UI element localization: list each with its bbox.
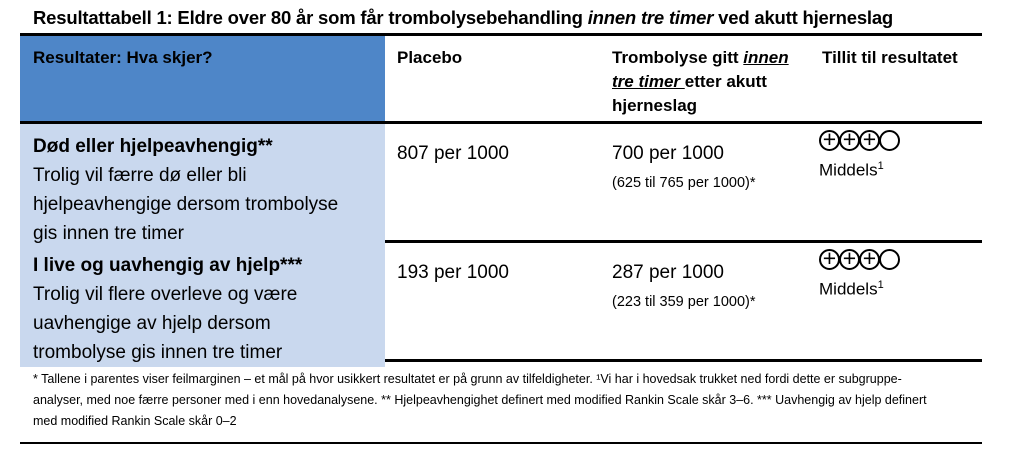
outcome-cell: I live og uavhengig av hjelp*** Trolig v… bbox=[20, 243, 385, 367]
header-intervention-prefix: Trombolyse gitt bbox=[612, 48, 744, 67]
intervention-value: 287 per 1000 bbox=[612, 262, 724, 283]
confidence-rating-cell: + + + Middels1 bbox=[810, 243, 982, 367]
results-table: Resultater: Hva skjer? Placebo Trombolys… bbox=[20, 33, 982, 444]
outcome-description-line: Trolig vil færre dø eller bli bbox=[33, 165, 247, 186]
page-title: Resultattabell 1: Eldre over 80 år som f… bbox=[33, 7, 893, 29]
grade-circle-plus-icon: + bbox=[819, 128, 840, 151]
rating-label: Middels1 bbox=[819, 279, 974, 300]
intervention-confidence-interval: (625 til 765 per 1000)* bbox=[612, 175, 756, 191]
outcome-heading: Død eller hjelpeavhengig** bbox=[33, 136, 273, 157]
table-row-death-or-dependency: Død eller hjelpeavhengig** Trolig vil fæ… bbox=[20, 124, 982, 248]
table-header-row: Resultater: Hva skjer? Placebo Trombolys… bbox=[20, 36, 982, 124]
grade-circle-plus-icon: + bbox=[839, 128, 860, 151]
placebo-value: 193 per 1000 bbox=[397, 262, 509, 283]
intervention-value-cell: 287 per 1000 (223 til 359 per 1000)* bbox=[600, 243, 810, 367]
grade-circle-plus-icon: + bbox=[819, 247, 840, 270]
placebo-value-cell: 807 per 1000 bbox=[385, 124, 600, 248]
confidence-rating-cell: + + + Middels1 bbox=[810, 124, 982, 248]
grade-circle-plus-icon: + bbox=[859, 247, 880, 270]
outcome-heading: I live og uavhengig av hjelp*** bbox=[33, 255, 303, 276]
outcome-description-line: hjelpeavhengige dersom trombolyse bbox=[33, 194, 339, 215]
grade-circle-plus-icon: + bbox=[859, 128, 880, 151]
rating-footnote-ref: 1 bbox=[877, 160, 884, 172]
grade-circle-empty-icon bbox=[879, 130, 900, 151]
grade-rating: + + + bbox=[819, 247, 974, 270]
intervention-confidence-interval: (223 til 359 per 1000)* bbox=[612, 294, 756, 310]
intervention-value-cell: 700 per 1000 (625 til 765 per 1000)* bbox=[600, 124, 810, 248]
outcome-description-line: gis innen tre timer bbox=[33, 223, 185, 244]
header-intervention: Trombolyse gitt innen tre timer etter ak… bbox=[600, 36, 810, 121]
header-outcome: Resultater: Hva skjer? bbox=[20, 36, 385, 121]
outcome-cell: Død eller hjelpeavhengig** Trolig vil fæ… bbox=[20, 124, 385, 248]
rating-label-text: Middels bbox=[819, 160, 878, 180]
table-row-alive-and-independent: I live og uavhengig av hjelp*** Trolig v… bbox=[20, 243, 982, 367]
footnote-line: med modified Rankin Scale skår 0–2 bbox=[33, 414, 237, 428]
header-placebo: Placebo bbox=[397, 48, 463, 67]
placebo-value: 807 per 1000 bbox=[397, 143, 509, 164]
grade-circle-plus-icon: + bbox=[839, 247, 860, 270]
rating-label-text: Middels bbox=[819, 279, 878, 299]
header-confidence: Tillit til resultatet bbox=[822, 48, 958, 67]
header-intervention-italic: innen tre timer bbox=[612, 48, 789, 91]
footnote-line: analyser, med noe færre personer med i e… bbox=[33, 393, 927, 407]
rating-label: Middels1 bbox=[819, 160, 974, 181]
rating-footnote-ref: 1 bbox=[877, 279, 884, 291]
placebo-value-cell: 193 per 1000 bbox=[385, 243, 600, 367]
grade-rating: + + + bbox=[819, 128, 974, 151]
outcome-description-line: uavhengige av hjelp dersom bbox=[33, 313, 271, 334]
outcome-description-line: trombolyse gis innen tre timer bbox=[33, 342, 283, 363]
outcome-description-line: Trolig vil flere overleve og være bbox=[33, 284, 298, 305]
footnote-line: * Tallene i parentes viser feilmarginen … bbox=[33, 372, 902, 386]
title-prefix: Resultattabell 1: Eldre over 80 år som f… bbox=[33, 7, 588, 28]
title-suffix: ved akutt hjerneslag bbox=[713, 7, 894, 28]
intervention-value: 700 per 1000 bbox=[612, 143, 724, 164]
table-footnote: * Tallene i parentes viser feilmarginen … bbox=[20, 362, 982, 442]
title-italic: innen tre timer bbox=[587, 7, 714, 28]
grade-circle-empty-icon bbox=[879, 249, 900, 270]
header-intervention-suffix: etter akutt hjerneslag bbox=[612, 72, 767, 115]
